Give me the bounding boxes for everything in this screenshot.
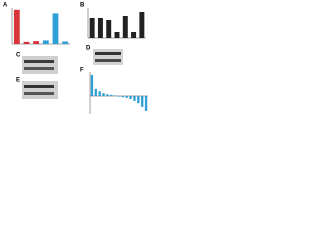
panel-label: D (86, 46, 91, 52)
bar (106, 20, 112, 38)
bar (106, 94, 109, 96)
bar (90, 75, 94, 96)
blot-e (22, 81, 58, 99)
bar (133, 96, 136, 101)
bar (117, 96, 121, 97)
bar (121, 96, 125, 98)
blot-d (93, 49, 123, 65)
panel-label: E (16, 78, 20, 84)
bar (113, 95, 117, 96)
bar (131, 32, 137, 38)
panel-label: C (16, 53, 21, 59)
bar (97, 18, 103, 38)
bar (144, 96, 148, 111)
bar (122, 16, 128, 38)
bar (89, 18, 95, 38)
bar (110, 94, 113, 96)
bar (13, 9, 20, 45)
bar (114, 32, 120, 38)
bar (94, 88, 97, 96)
bar (23, 41, 30, 44)
panel-label: B (80, 3, 85, 9)
blot-c (22, 56, 58, 74)
bar (52, 13, 59, 44)
bar (33, 41, 40, 44)
panel-label: A (3, 3, 8, 9)
bar (42, 40, 49, 44)
bar (141, 96, 144, 107)
figure: A B C D E F (3, 3, 148, 114)
bar (102, 93, 105, 96)
bar (137, 96, 140, 104)
bar (129, 96, 132, 99)
panel-label: F (80, 68, 84, 74)
bar (125, 96, 128, 98)
bar (62, 41, 69, 44)
bar (98, 91, 101, 96)
bar (139, 12, 145, 38)
